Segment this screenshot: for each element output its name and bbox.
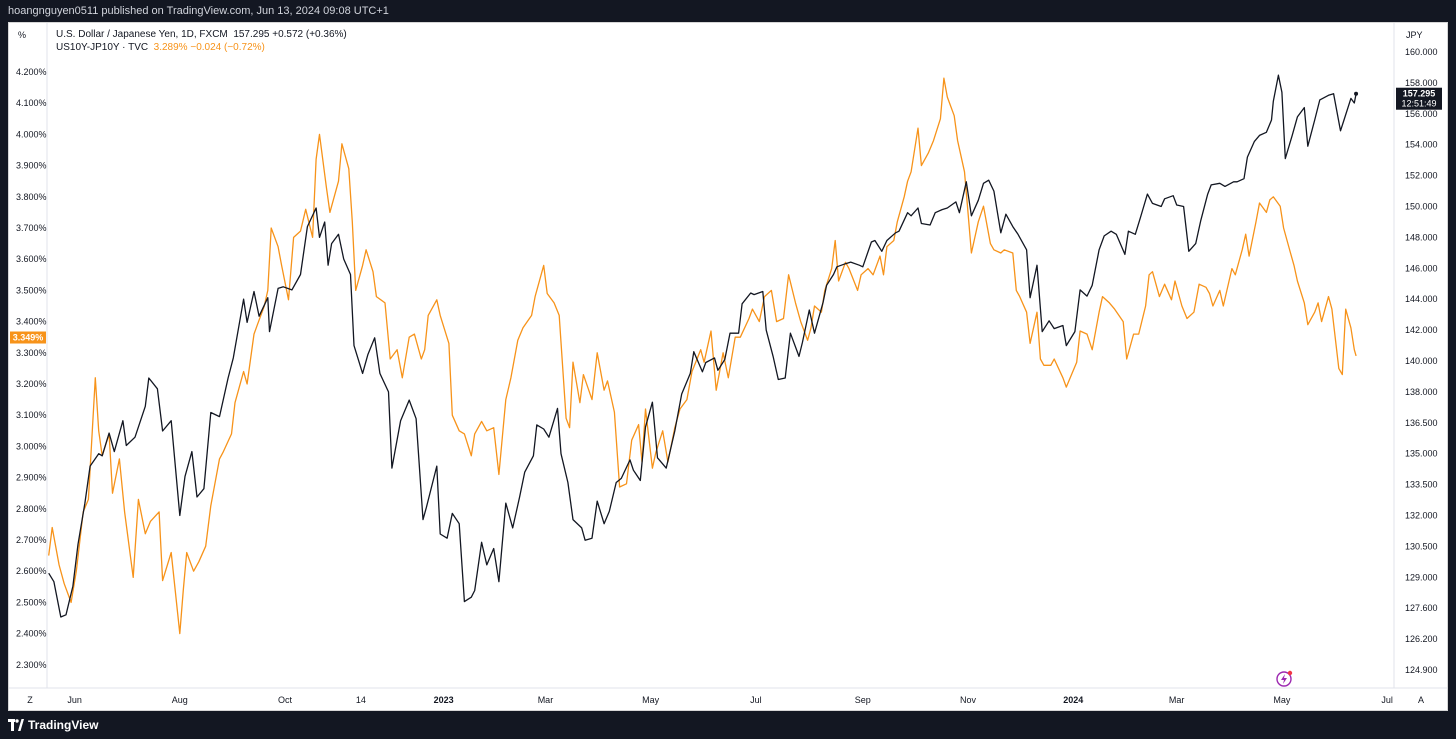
x-tick-label: Nov (960, 695, 977, 705)
chart-frame (8, 22, 1448, 711)
y-left-tick-label: 3.100% (16, 410, 47, 420)
legend-row-usdjpy[interactable]: U.S. Dollar / Japanese Yen, 1D, FXCM 157… (56, 28, 347, 41)
x-tick-label: May (1273, 695, 1291, 705)
y-left-tick-label: 2.700% (16, 535, 47, 545)
y-left-tick-label: 3.300% (16, 348, 47, 358)
y-left-axis: 2.300% 2.400% 2.500% 2.600% 2.700% 2.800% 2.90… (16, 23, 48, 688)
footer-brand-text[interactable]: TradingView (28, 718, 99, 732)
x-tick-label: Mar (538, 695, 554, 705)
y-left-tick-label: 2.900% (16, 473, 47, 483)
y-left-tick-label: 2.600% (16, 566, 47, 576)
x-tick-label: May (642, 695, 660, 705)
x-tick-label: Mar (1169, 695, 1185, 705)
y-right-axis: 124.900 126.200 127.600 129.000 130.500 132.0… (1393, 23, 1438, 688)
series-layer (48, 74, 1359, 635)
y-left-tick-label: 4.000% (16, 129, 47, 139)
y-left-unit-label: % (18, 30, 26, 40)
y-right-tick-label: 144.000 (1405, 294, 1438, 304)
spread-price-tag (10, 331, 46, 344)
x-tick-label: Sep (855, 695, 871, 705)
y-left-tick-label: 4.200% (16, 67, 47, 77)
x-tick-label: 14 (356, 695, 366, 705)
y-right-tick-label: 156.000 (1405, 109, 1438, 119)
y-right-tick-label: 160.000 (1405, 47, 1438, 57)
x-tick-label: 2023 (434, 695, 454, 705)
y-right-tick-label: 126.200 (1405, 634, 1438, 644)
spread-series-line[interactable] (48, 77, 1357, 635)
x-tick-label: Oct (278, 695, 293, 705)
legend-row-spread[interactable]: US10Y-JP10Y · TVC 3.289% −0.024 (−0.72%) (56, 41, 347, 54)
y-left-tick-label: 3.700% (16, 223, 47, 233)
auto-scale-button[interactable]: A (1418, 695, 1424, 705)
y-right-tick-label: 138.000 (1405, 387, 1438, 397)
y-right-tick-label: 130.500 (1405, 541, 1438, 551)
y-right-tick-label: 124.900 (1405, 665, 1438, 675)
y-left-tick-label: 2.300% (16, 660, 47, 670)
y-left-tick-label: 3.000% (16, 441, 47, 451)
y-right-tick-label: 150.000 (1405, 202, 1438, 212)
y-left-tick-label: 2.500% (16, 597, 47, 607)
legend-spread-values: 3.289% −0.024 (−0.72%) (153, 42, 265, 53)
y-right-tick-label: 146.000 (1405, 263, 1438, 273)
x-tick-label: Jul (750, 695, 762, 705)
usdjpy-price-tag (1396, 87, 1442, 110)
publish-header: hoangnguyen0511 published on TradingView… (0, 0, 1456, 22)
y-left-tick-label: 3.200% (16, 379, 47, 389)
y-left-tick-label: 3.900% (16, 161, 47, 171)
usdjpy-countdown: 12:51:49 (1401, 99, 1436, 109)
x-tick-label: 2024 (1063, 695, 1083, 705)
y-left-tick-label: 3.800% (16, 192, 47, 202)
y-left-tick-label: 4.100% (16, 98, 47, 108)
x-axis: Jun Aug Oct 14 2023 Mar May Jul Sep Nov 2024 Mar May… (9, 687, 1447, 705)
y-right-tick-label: 129.000 (1405, 572, 1438, 582)
y-right-tick-label: 140.000 (1405, 356, 1438, 366)
y-right-tick-label: 127.600 (1405, 603, 1438, 613)
lightning-icon[interactable] (1276, 670, 1293, 687)
y-right-tick-label: 158.000 (1405, 78, 1438, 88)
y-left-tick-label: 3.600% (16, 254, 47, 264)
legend-usdjpy-name: U.S. Dollar / Japanese Yen, 1D, FXCM (56, 29, 228, 40)
y-right-unit-label: JPY (1406, 30, 1423, 40)
x-tick-label: Aug (172, 695, 188, 705)
usdjpy-price-tag-value: 157.295 (1403, 89, 1436, 99)
y-right-tick-label: 133.500 (1405, 480, 1438, 490)
y-right-tick-label: 142.000 (1405, 325, 1438, 335)
y-right-tick-label: 154.000 (1405, 140, 1438, 150)
timezone-button[interactable]: Z (27, 695, 33, 705)
y-right-tick-label: 132.000 (1405, 511, 1438, 521)
spread-price-tag-value: 3.349% (13, 333, 44, 343)
y-left-tick-label: 3.400% (16, 317, 47, 327)
footer-bar: TradingView (0, 711, 1456, 739)
chart-legend: U.S. Dollar / Japanese Yen, 1D, FXCM 157… (56, 28, 347, 54)
y-left-tick-label: 2.800% (16, 504, 47, 514)
legend-spread-name: US10Y-JP10Y · TVC (56, 42, 149, 53)
legend-usdjpy-values: 157.295 +0.572 (+0.36%) (233, 29, 347, 40)
y-right-tick-label: 136.500 (1405, 418, 1438, 428)
y-right-tick-label: 148.000 (1405, 232, 1438, 242)
y-right-tick-label: 152.000 (1405, 171, 1438, 181)
y-left-tick-label: 3.500% (16, 285, 47, 295)
tradingview-logo-icon[interactable] (8, 719, 24, 731)
x-tick-label: Jul (1381, 695, 1393, 705)
y-left-tick-label: 2.400% (16, 629, 47, 639)
usdjpy-last-point (1354, 91, 1359, 96)
x-tick-label: Jun (67, 695, 82, 705)
y-right-tick-label: 135.000 (1405, 449, 1438, 459)
usdjpy-series-line[interactable] (48, 74, 1357, 618)
